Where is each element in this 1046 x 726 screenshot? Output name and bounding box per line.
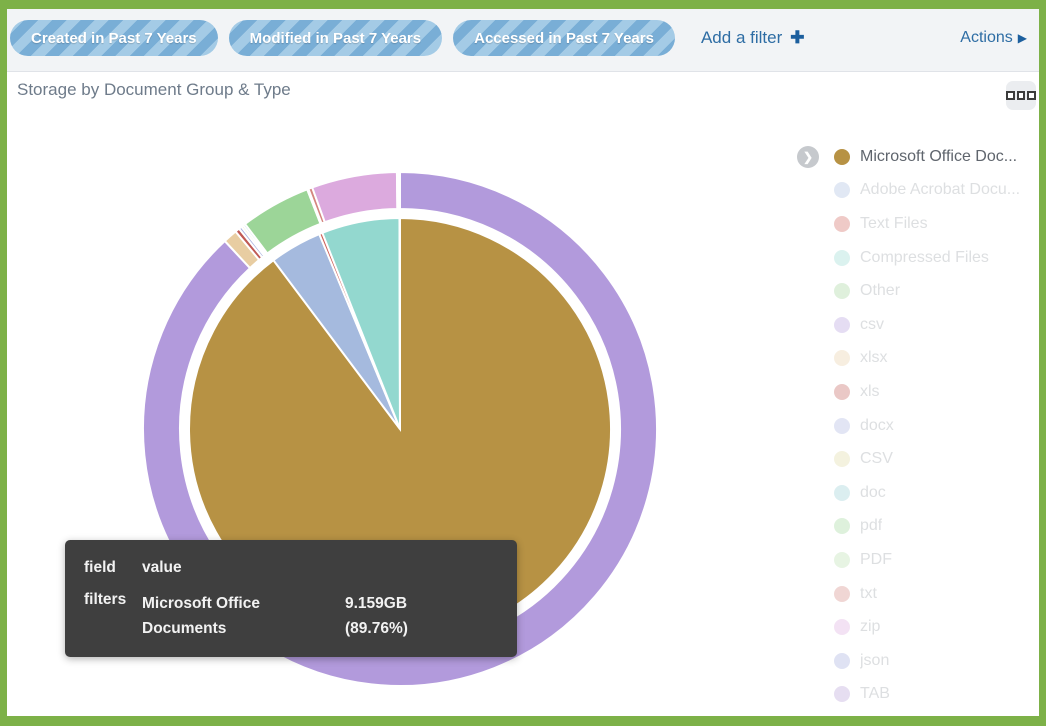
tooltip-header-value: value <box>142 559 182 576</box>
filter-pill-2[interactable]: Accessed in Past 7 Years <box>453 20 675 56</box>
legend-item-11[interactable]: pdf <box>797 510 1039 544</box>
tooltip-grid: field value filters Microsoft Office Doc… <box>65 540 517 642</box>
legend-label: Other <box>860 282 901 300</box>
panel-menu-button[interactable] <box>1006 81 1037 110</box>
tooltip-row-value: Microsoft Office Documents <box>142 594 260 638</box>
ring-slice-tab[interactable] <box>397 170 401 211</box>
legend-label: csv <box>860 315 884 333</box>
legend-label: CSV <box>860 450 893 468</box>
plus-icon: ✚ <box>790 28 805 47</box>
legend-dot <box>834 215 850 232</box>
legend-label: xlsx <box>860 349 888 367</box>
legend-label: doc <box>860 483 886 501</box>
legend-dot <box>834 451 850 468</box>
legend-item-9[interactable]: CSV <box>797 442 1039 476</box>
ring-slice-zip[interactable] <box>310 171 399 224</box>
legend-item-12[interactable]: PDF <box>797 543 1039 577</box>
legend-dot <box>834 182 850 199</box>
legend-dot <box>834 619 850 636</box>
legend-label: Microsoft Office Doc... <box>860 147 1018 165</box>
legend-label: Text Files <box>860 214 928 232</box>
legend-label: Adobe Acrobat Docu... <box>860 181 1021 199</box>
filter-pills: Created in Past 7 Years Modified in Past … <box>10 20 686 56</box>
legend-item-6[interactable]: xlsx <box>797 342 1039 376</box>
chart-panel: Storage by Document Group & Type ❯ Micros… <box>7 72 1039 715</box>
actions-label: Actions <box>960 29 1013 46</box>
legend-dot <box>834 148 850 165</box>
legend-dot <box>834 283 850 300</box>
legend-label: json <box>860 651 890 669</box>
app-window: Created in Past 7 Years Modified in Past … <box>7 9 1039 716</box>
legend-label: zip <box>860 618 881 636</box>
legend-item-2[interactable]: Text Files <box>797 207 1039 241</box>
add-filter-button[interactable]: Add a filter ✚ <box>701 28 805 48</box>
legend-item-0[interactable]: ❯ Microsoft Office Doc... <box>797 140 1039 174</box>
panel-title: Storage by Document Group & Type <box>17 80 291 99</box>
pie-slice-other[interactable] <box>398 216 401 430</box>
chart-legend: ❯ Microsoft Office Doc... Adobe Acrobat Do… <box>797 140 1039 711</box>
actions-menu-button[interactable]: Actions ▶ <box>960 29 1027 47</box>
ellipsis-menu-icon <box>1006 91 1015 100</box>
caret-right-icon: ▶ <box>1017 31 1027 45</box>
chevron-right-icon[interactable]: ❯ <box>797 145 819 168</box>
legend-dot <box>834 316 850 333</box>
tooltip-row-size: 9.159GB (89.76%) <box>345 591 507 642</box>
legend-item-3[interactable]: Compressed Files <box>797 241 1039 275</box>
legend-dot <box>834 350 850 367</box>
filter-pill-0[interactable]: Created in Past 7 Years <box>10 20 218 56</box>
legend-label: PDF <box>860 550 892 568</box>
tooltip-row-field: filters <box>84 590 127 608</box>
legend-dot <box>834 417 850 434</box>
legend-item-1[interactable]: Adobe Acrobat Docu... <box>797 174 1039 208</box>
legend-dot <box>834 686 850 703</box>
filter-bar: Created in Past 7 Years Modified in Past … <box>7 9 1039 72</box>
legend-dot <box>834 383 850 400</box>
legend-dot <box>834 585 850 602</box>
legend-dot <box>834 652 850 669</box>
legend-label: xls <box>860 382 880 400</box>
legend-dot <box>834 249 850 266</box>
legend-item-8[interactable]: docx <box>797 409 1039 443</box>
legend-dot <box>834 484 850 501</box>
tooltip-header-field: field <box>84 559 116 576</box>
tooltip-size-value: 9.159GB <box>345 594 408 612</box>
legend-label: pdf <box>860 517 883 535</box>
legend-item-4[interactable]: Other <box>797 274 1039 308</box>
ellipsis-menu-icon <box>1027 91 1037 100</box>
legend-item-7[interactable]: xls <box>797 375 1039 409</box>
legend-label: txt <box>860 584 877 602</box>
add-filter-label: Add a filter <box>700 28 783 47</box>
legend-item-10[interactable]: doc <box>797 476 1039 510</box>
ring-slice-csv[interactable] <box>142 170 658 687</box>
chart-tooltip: field value filters Microsoft Office Doc… <box>65 540 517 657</box>
legend-expand-slot: ❯ <box>797 145 834 168</box>
filter-pill-1[interactable]: Modified in Past 7 Years <box>228 20 443 56</box>
legend-item-14[interactable]: zip <box>797 610 1039 644</box>
legend-item-5[interactable]: csv <box>797 308 1039 342</box>
legend-item-15[interactable]: json <box>797 644 1039 678</box>
legend-dot <box>834 551 850 568</box>
legend-item-13[interactable]: txt <box>797 577 1039 611</box>
tooltip-size-percent: (89.76%) <box>345 620 408 638</box>
legend-label: Compressed Files <box>860 248 989 266</box>
legend-label: docx <box>860 416 894 434</box>
legend-label: TAB <box>860 685 890 703</box>
legend-item-16[interactable]: TAB <box>797 678 1039 712</box>
ellipsis-menu-icon <box>1016 91 1026 100</box>
sunburst-chart <box>142 170 658 687</box>
legend-dot <box>834 518 850 535</box>
